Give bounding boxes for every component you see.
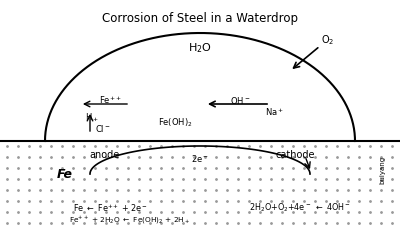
Text: cathode: cathode bbox=[275, 149, 315, 159]
Text: 2H$_2$O+O$_2$+4e$^-$ $\leftarrow$ 4OH$^-$: 2H$_2$O+O$_2$+4e$^-$ $\leftarrow$ 4OH$^-… bbox=[249, 201, 351, 213]
Text: H$_2$O: H$_2$O bbox=[188, 41, 212, 55]
Text: Na$^+$: Na$^+$ bbox=[266, 106, 284, 117]
Text: 2e$^-$: 2e$^-$ bbox=[191, 152, 209, 163]
Text: Fe: Fe bbox=[57, 168, 73, 181]
Text: Fe$^{++}$ + 2H$_2$O $\leftarrow$ Fe(OH)$_2$ + 2H$_+$: Fe$^{++}$ + 2H$_2$O $\leftarrow$ Fe(OH)$… bbox=[69, 213, 191, 225]
Text: Fe$^{++}$: Fe$^{++}$ bbox=[99, 94, 121, 105]
Text: Cl$^-$: Cl$^-$ bbox=[95, 122, 111, 133]
Text: anode: anode bbox=[90, 149, 120, 159]
Text: O$_2$: O$_2$ bbox=[321, 33, 335, 47]
Polygon shape bbox=[45, 34, 355, 141]
Text: H$_+$: H$_+$ bbox=[85, 111, 99, 124]
Text: Fe(OH)$_2$: Fe(OH)$_2$ bbox=[158, 116, 192, 129]
Text: OH$^-$: OH$^-$ bbox=[230, 94, 250, 105]
Text: Corrosion of Steel in a Waterdrop: Corrosion of Steel in a Waterdrop bbox=[102, 12, 298, 25]
Text: buiyang: buiyang bbox=[379, 155, 385, 183]
Text: Fe $\leftarrow$ Fe$^{++}$ + 2e$^-$: Fe $\leftarrow$ Fe$^{++}$ + 2e$^-$ bbox=[72, 201, 148, 213]
